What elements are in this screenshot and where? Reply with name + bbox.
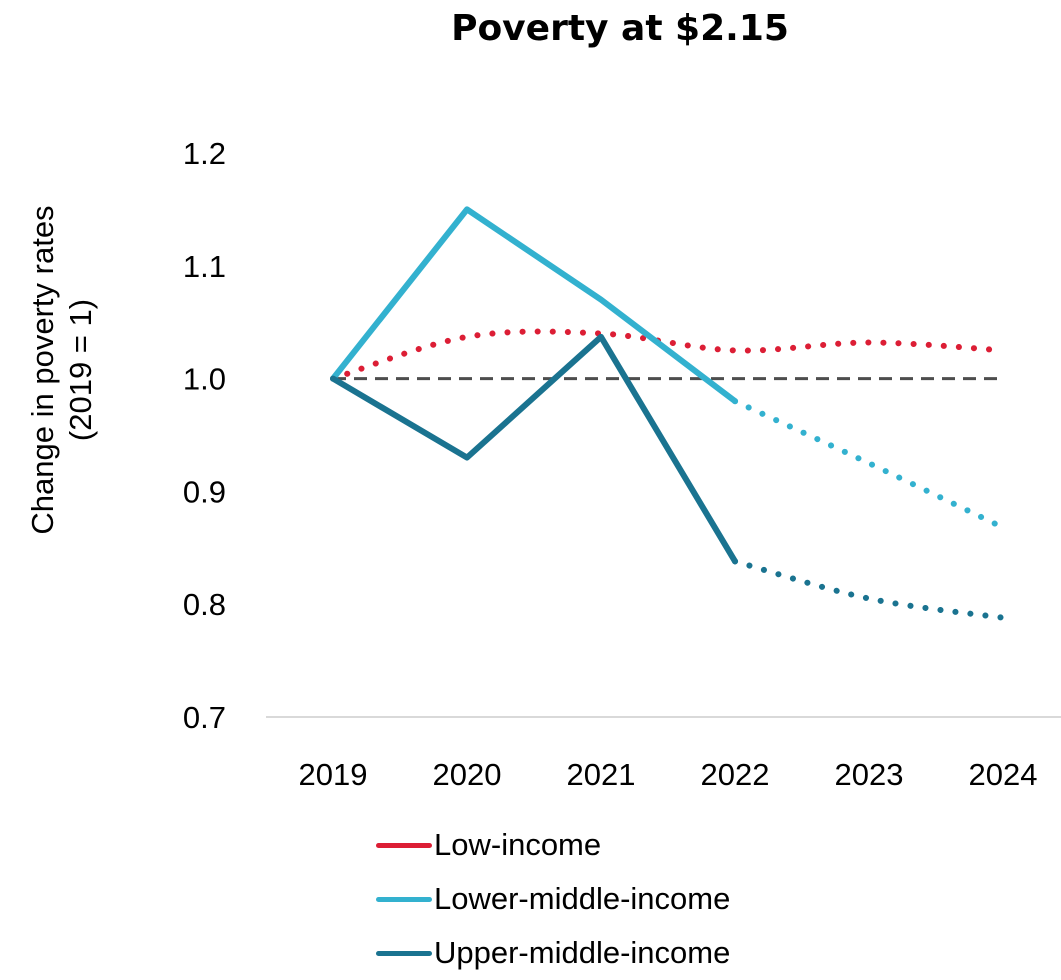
series-line-lower-middle-income bbox=[333, 209, 735, 401]
y-tick-label: 0.9 bbox=[183, 474, 226, 509]
y-tick-label: 0.8 bbox=[183, 587, 226, 622]
legend-label: Upper-middle-income bbox=[434, 935, 730, 971]
series-line-upper-middle-income bbox=[333, 337, 735, 561]
x-tick-labels: 2019 2020 2021 2022 2023 2024 bbox=[299, 757, 1038, 792]
legend-item-upper-middle-income[interactable]: Upper-middle-income bbox=[376, 926, 730, 980]
legend-swatch bbox=[376, 897, 432, 902]
x-tick-label: 2024 bbox=[969, 757, 1038, 792]
x-tick-label: 2022 bbox=[701, 757, 770, 792]
y-tick-label: 1.1 bbox=[183, 249, 226, 284]
legend-item-lower-middle-income[interactable]: Lower-middle-income bbox=[376, 872, 730, 926]
series-projection-lower-middle-income bbox=[735, 401, 1003, 527]
legend: Low-income Lower-middle-income Upper-mid… bbox=[376, 818, 730, 980]
legend-swatch bbox=[376, 843, 432, 848]
y-tick-labels: 1.2 1.1 1.0 0.9 0.8 0.7 bbox=[183, 136, 226, 735]
x-tick-label: 2021 bbox=[567, 757, 636, 792]
x-tick-label: 2023 bbox=[835, 757, 904, 792]
y-tick-label: 1.2 bbox=[183, 136, 226, 171]
series-projection-low-income bbox=[333, 331, 1003, 378]
x-tick-label: 2019 bbox=[299, 757, 368, 792]
legend-label: Lower-middle-income bbox=[434, 881, 730, 917]
x-tick-label: 2020 bbox=[433, 757, 502, 792]
legend-label: Low-income bbox=[434, 827, 601, 863]
series-lines bbox=[333, 209, 1003, 617]
legend-item-low-income[interactable]: Low-income bbox=[376, 818, 730, 872]
y-tick-label: 1.0 bbox=[183, 362, 226, 397]
y-tick-label: 0.7 bbox=[183, 700, 226, 735]
series-projection-upper-middle-income bbox=[735, 561, 1003, 617]
legend-swatch bbox=[376, 951, 432, 956]
